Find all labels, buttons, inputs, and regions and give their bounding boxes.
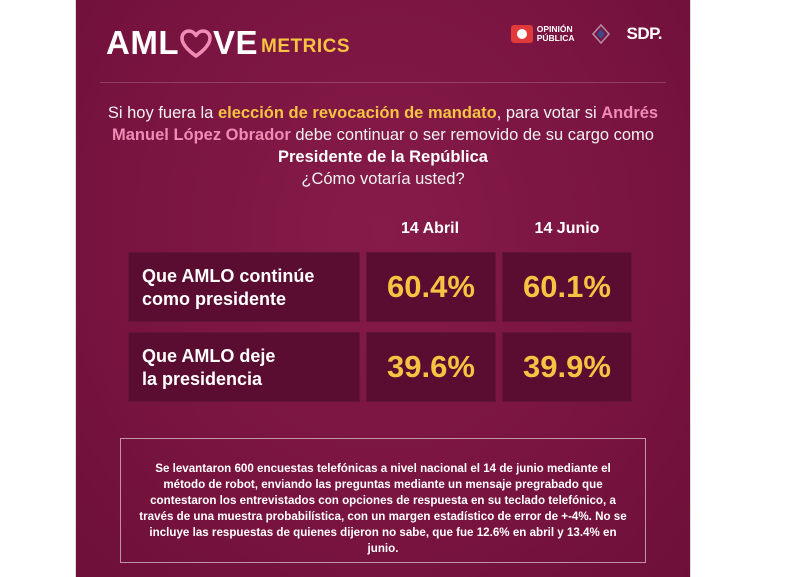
question-text: debe continuar o ser removido de su carg… bbox=[290, 126, 654, 144]
row-label-line: Que AMLO continúe bbox=[142, 266, 315, 286]
question-highlight-election: elección de revocación de mandato bbox=[217, 104, 497, 122]
value-continue-june: 60.1% bbox=[502, 252, 632, 322]
speech-bubble-icon bbox=[510, 25, 533, 43]
partner-logos: OPINIÓN PÚBLICA SDP. bbox=[510, 24, 663, 44]
row-label-line: Que AMLO deje bbox=[142, 346, 276, 366]
row-label-line: la presidencia bbox=[142, 369, 263, 389]
value-continue-april: 60.4% bbox=[366, 252, 496, 322]
logo-metrics: METRICS bbox=[261, 36, 351, 57]
column-header-april: 14 Abril bbox=[400, 220, 460, 237]
emblem-icon bbox=[591, 24, 610, 44]
sdp-logo: SDP. bbox=[626, 24, 663, 43]
logo-prefix: AML bbox=[106, 24, 179, 61]
column-header-june: 14 Junio bbox=[534, 220, 600, 237]
row-label-continue: Que AMLO continúe como presidente bbox=[128, 252, 360, 322]
survey-question: Si hoy fuera la elección de revocación d… bbox=[100, 102, 666, 190]
methodology-note: Se levantaron 600 encuestas telefónicas … bbox=[120, 438, 646, 563]
value-leave-june: 39.9% bbox=[502, 332, 632, 402]
question-text: Si hoy fuera la bbox=[107, 104, 218, 122]
question-highlight-office: Presidente de la República bbox=[278, 148, 488, 166]
row-label-leave: Que AMLO deje la presidencia bbox=[128, 332, 360, 402]
opinion-publica-line2: PÚBLICA bbox=[536, 33, 575, 43]
question-text: , para votar si bbox=[496, 104, 602, 122]
logo-suffix: VE bbox=[212, 24, 259, 61]
opinion-publica-logo: OPINIÓN PÚBLICA bbox=[510, 24, 575, 43]
question-highlight-name: Andrés Manuel López Obrador bbox=[112, 104, 659, 144]
opinion-publica-line1: OPINIÓN bbox=[536, 24, 573, 34]
amlove-metrics-logo: AML VE METRICS bbox=[106, 22, 350, 62]
row-label-line: como presidente bbox=[142, 289, 287, 309]
heart-icon bbox=[180, 29, 212, 58]
header-divider bbox=[100, 82, 666, 83]
value-leave-april: 39.6% bbox=[366, 332, 496, 402]
infographic-card: AML VE METRICS OPINIÓN PÚBLICA SDP. Si h… bbox=[76, 0, 690, 577]
question-ask: ¿Cómo votaría usted? bbox=[301, 170, 465, 188]
